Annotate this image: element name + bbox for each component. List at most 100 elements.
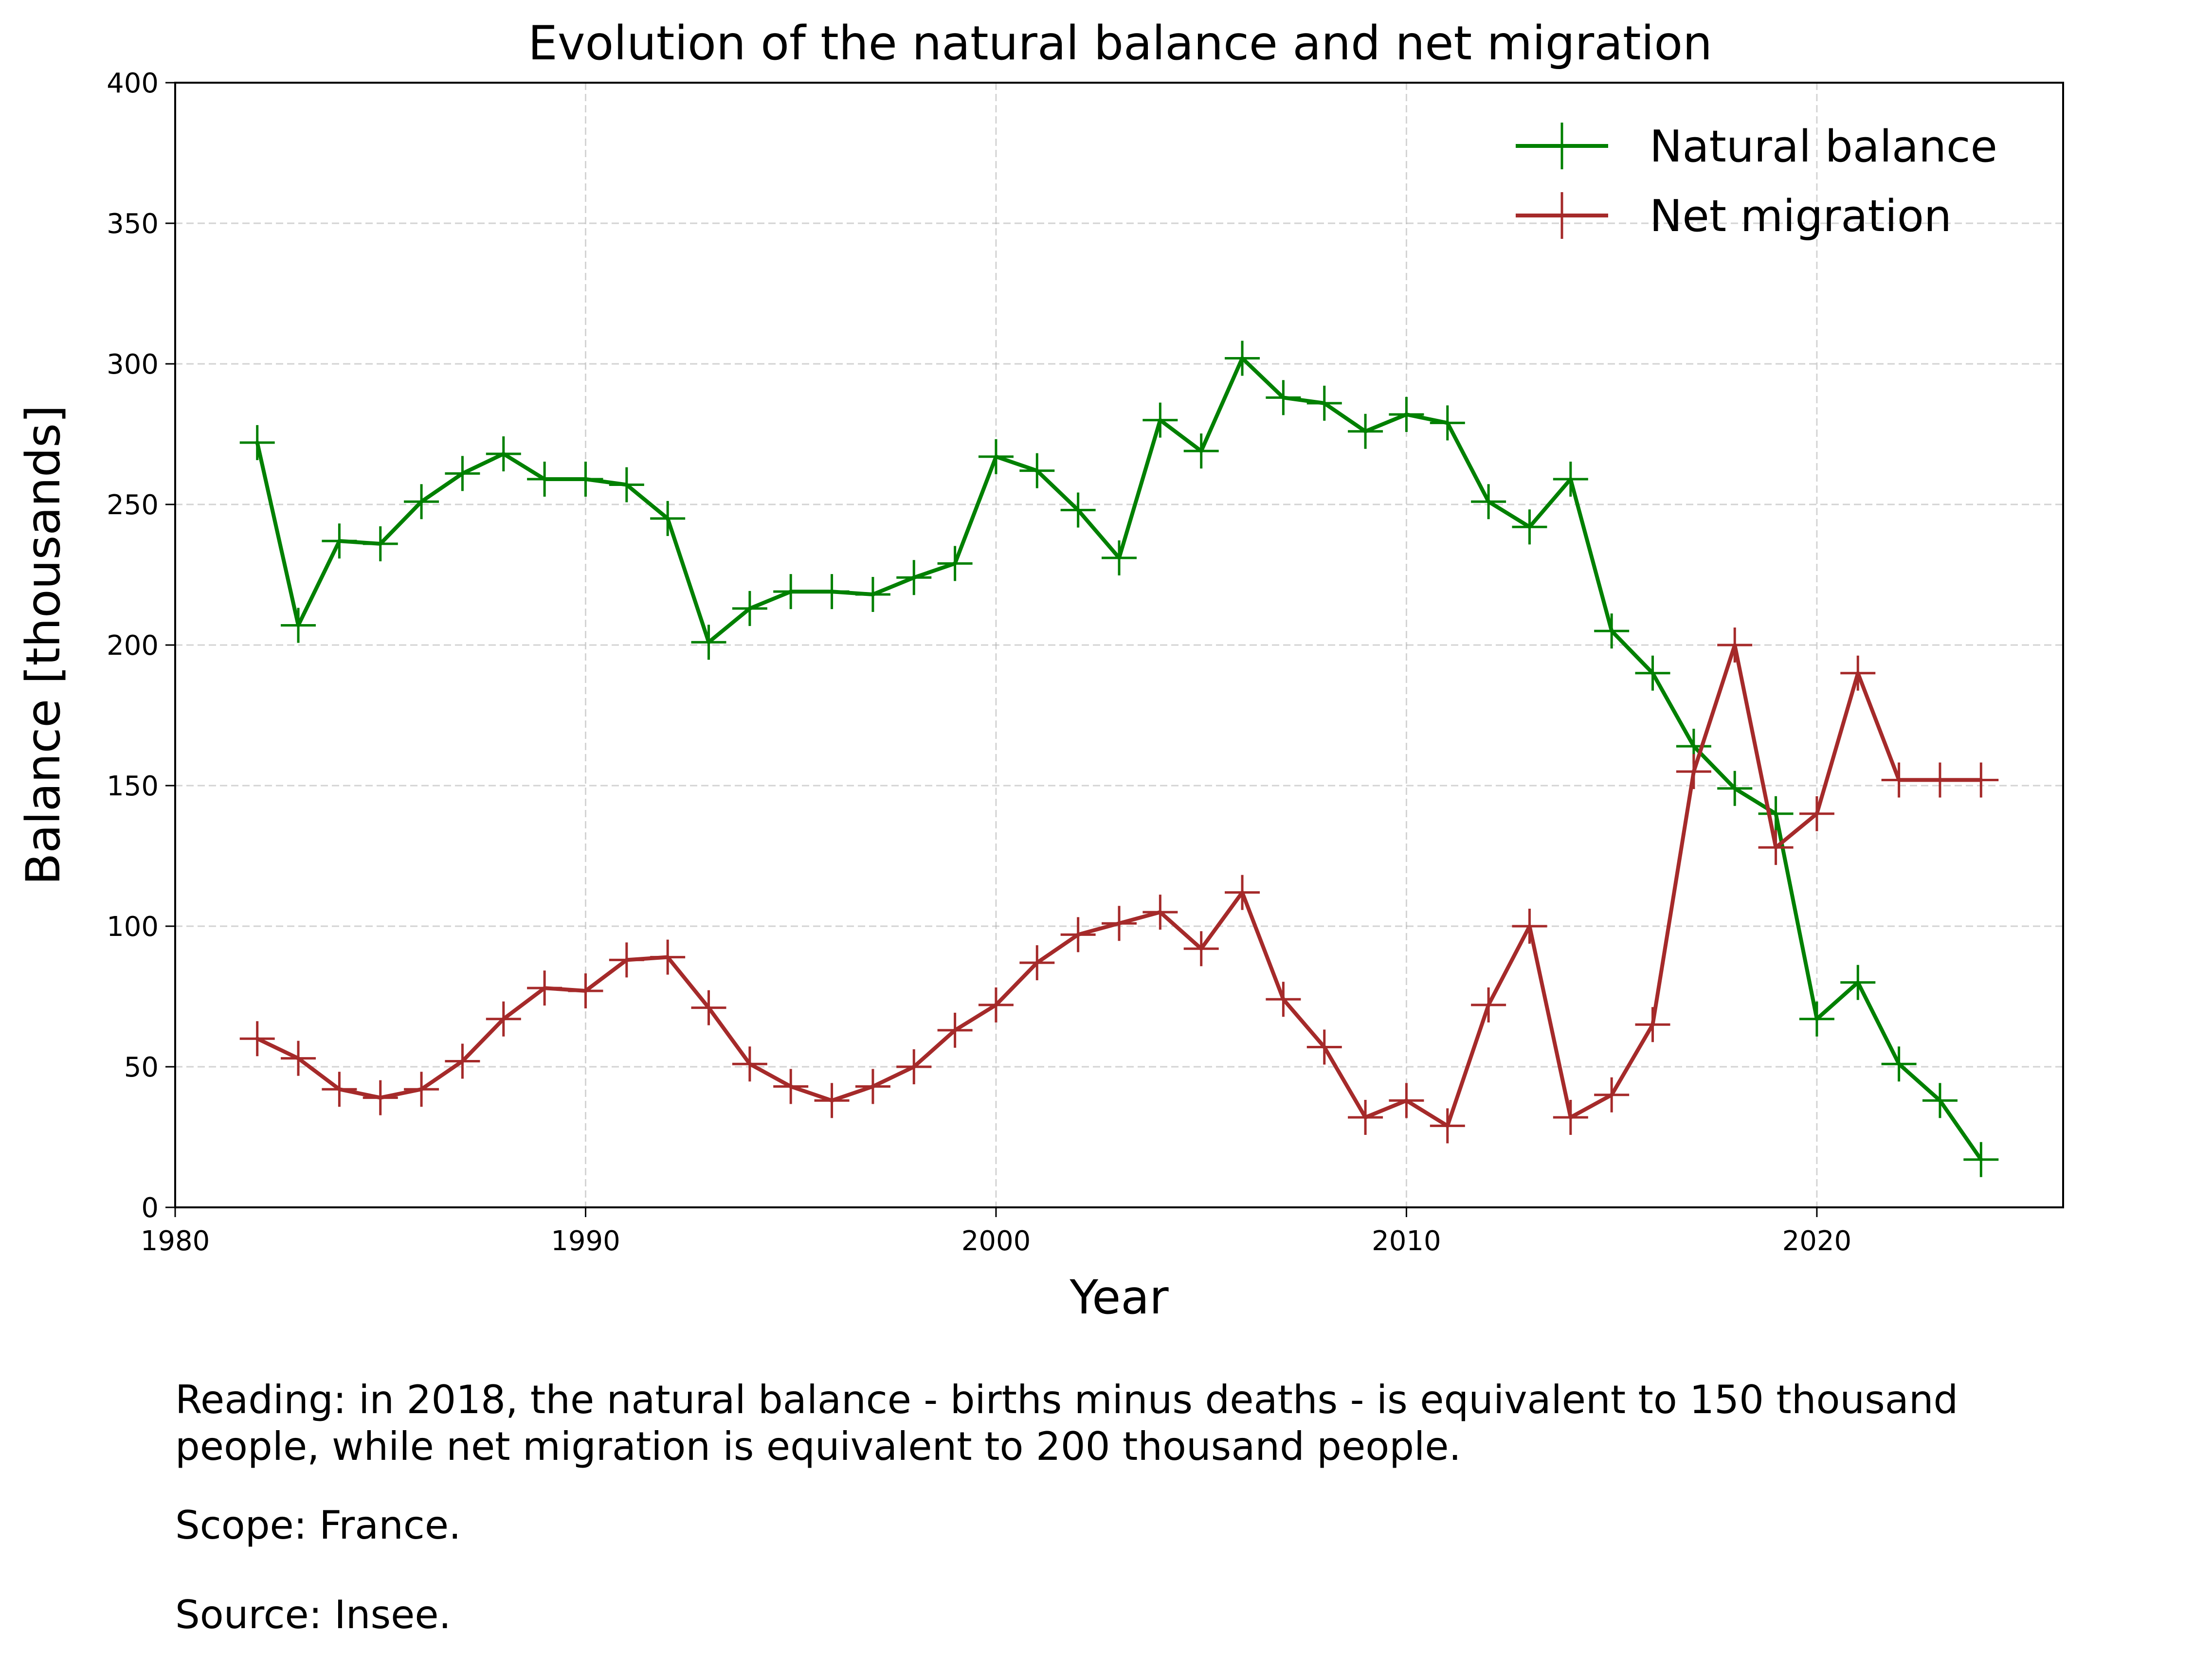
legend-marker [1539,123,1585,169]
x-tick-label: 1990 [551,1225,620,1257]
net-migration-point [1717,628,1753,663]
net-migration-point [855,1069,890,1104]
net-migration-point [1799,796,1834,831]
natural-balance-point [1060,492,1096,528]
natural-balance-point [1758,796,1794,831]
net-migration-point [1430,1108,1465,1144]
net-migration-point [363,1080,398,1115]
legend-label: Natural balance [1650,121,1997,172]
natural-balance-point [1594,613,1630,649]
source-note: Source: Insee. [175,1592,451,1637]
natural-balance-point [650,501,686,536]
chart-title: Evolution of the natural balance and net… [528,16,1712,71]
natural-balance-line [255,356,1983,1162]
legend-label: Net migration [1650,191,1952,242]
natural-balance-point [1348,413,1383,449]
natural-balance-point [1553,461,1588,497]
net-migration-point [486,1001,521,1037]
natural-balance-point [1183,433,1219,469]
net-migration-point [1225,875,1260,910]
reading-note-line1: Reading: in 2018, the natural balance - … [175,1377,1958,1422]
net-migration-point [1471,987,1506,1023]
net-migration-point [568,973,603,1008]
natural-balance-point [855,576,890,612]
series-layer [239,341,1999,1177]
natural-balance-point [1102,540,1137,575]
natural-balance-point [978,439,1014,474]
y-tick-label: 150 [107,771,159,802]
net-migration-point [1758,830,1794,865]
natural-balance-point [1717,771,1753,806]
natural-balance-point [1471,484,1506,520]
net-migration-point [691,990,726,1025]
y-tick-label: 200 [107,630,159,662]
net-migration-point [732,1046,767,1082]
net-migration-point [1512,909,1547,944]
y-tick-label: 300 [107,349,159,380]
natural-balance-point [691,625,726,660]
x-tick-label: 2020 [1782,1225,1852,1257]
net-migration-point [814,1083,850,1118]
legend: Natural balance Net migration [1516,121,1997,242]
legend-item-net-migration: Net migration [1516,191,1952,242]
grid [174,82,2063,1208]
x-tick-label: 1980 [141,1225,210,1257]
y-tick-label: 350 [107,208,159,240]
y-tick-label: 100 [107,911,159,943]
net-migration-point [1840,655,1876,691]
x-axis: 1980 1990 2000 2010 2020 [141,1207,1851,1257]
natural-balance-point [1389,397,1424,432]
net-migration-point [978,987,1014,1023]
net-migration-point [1102,906,1137,941]
net-migration-point [609,942,644,978]
net-migration-point [773,1069,809,1104]
natural-balance-point [1922,1083,1958,1118]
net-migration-point [1963,762,1999,798]
natural-balance-point [1840,965,1876,1000]
chart-notes: Reading: in 2018, the natural balance - … [175,1377,2194,1638]
net-migration-point [1922,762,1958,798]
y-tick-label: 50 [124,1052,159,1083]
natural-balance-point [445,456,480,491]
legend-marker [1539,192,1585,239]
net-migration-point [1142,895,1178,930]
natural-balance-point [486,436,521,471]
natural-balance-point [1306,385,1342,421]
series-natural-balance [239,341,1999,1177]
reading-note-line2: people, while net migration is equivalen… [175,1424,1461,1469]
net-migration-point [1183,931,1219,967]
net-migration-point [1635,1007,1670,1042]
natural-balance-point [1266,380,1301,415]
net-migration-point [1594,1077,1630,1113]
net-migration-point [404,1072,439,1107]
net-migration-point [1881,762,1917,798]
net-migration-point [1676,754,1711,790]
legend-item-natural-balance: Natural balance [1516,121,1997,172]
natural-balance-point [363,526,398,561]
net-migration-line [255,643,1983,1128]
natural-balance-point [814,574,850,610]
x-axis-label: Year [1069,1270,1169,1325]
net-migration-point [527,970,562,1006]
net-migration-point [1019,945,1055,981]
natural-balance-point [239,425,275,460]
natural-balance-point [568,461,603,497]
natural-balance-point [609,467,644,502]
natural-balance-point [322,523,357,559]
net-migration-point [239,1021,275,1057]
natural-balance-point [1635,655,1670,691]
net-migration-point [896,1049,932,1084]
natural-balance-point [281,608,316,643]
natural-balance-point [1963,1142,1999,1177]
scope-note: Scope: France. [175,1503,461,1548]
natural-balance-point [896,560,932,595]
net-migration-point [937,1012,973,1048]
natural-balance-point [1225,341,1260,376]
natural-balance-point [1881,1046,1917,1082]
natural-balance-point [732,591,767,626]
net-migration-point [1348,1100,1383,1135]
y-tick-label: 400 [107,68,159,99]
net-migration-point [445,1043,480,1079]
net-migration-point [1266,982,1301,1017]
net-migration-point [1553,1100,1588,1135]
